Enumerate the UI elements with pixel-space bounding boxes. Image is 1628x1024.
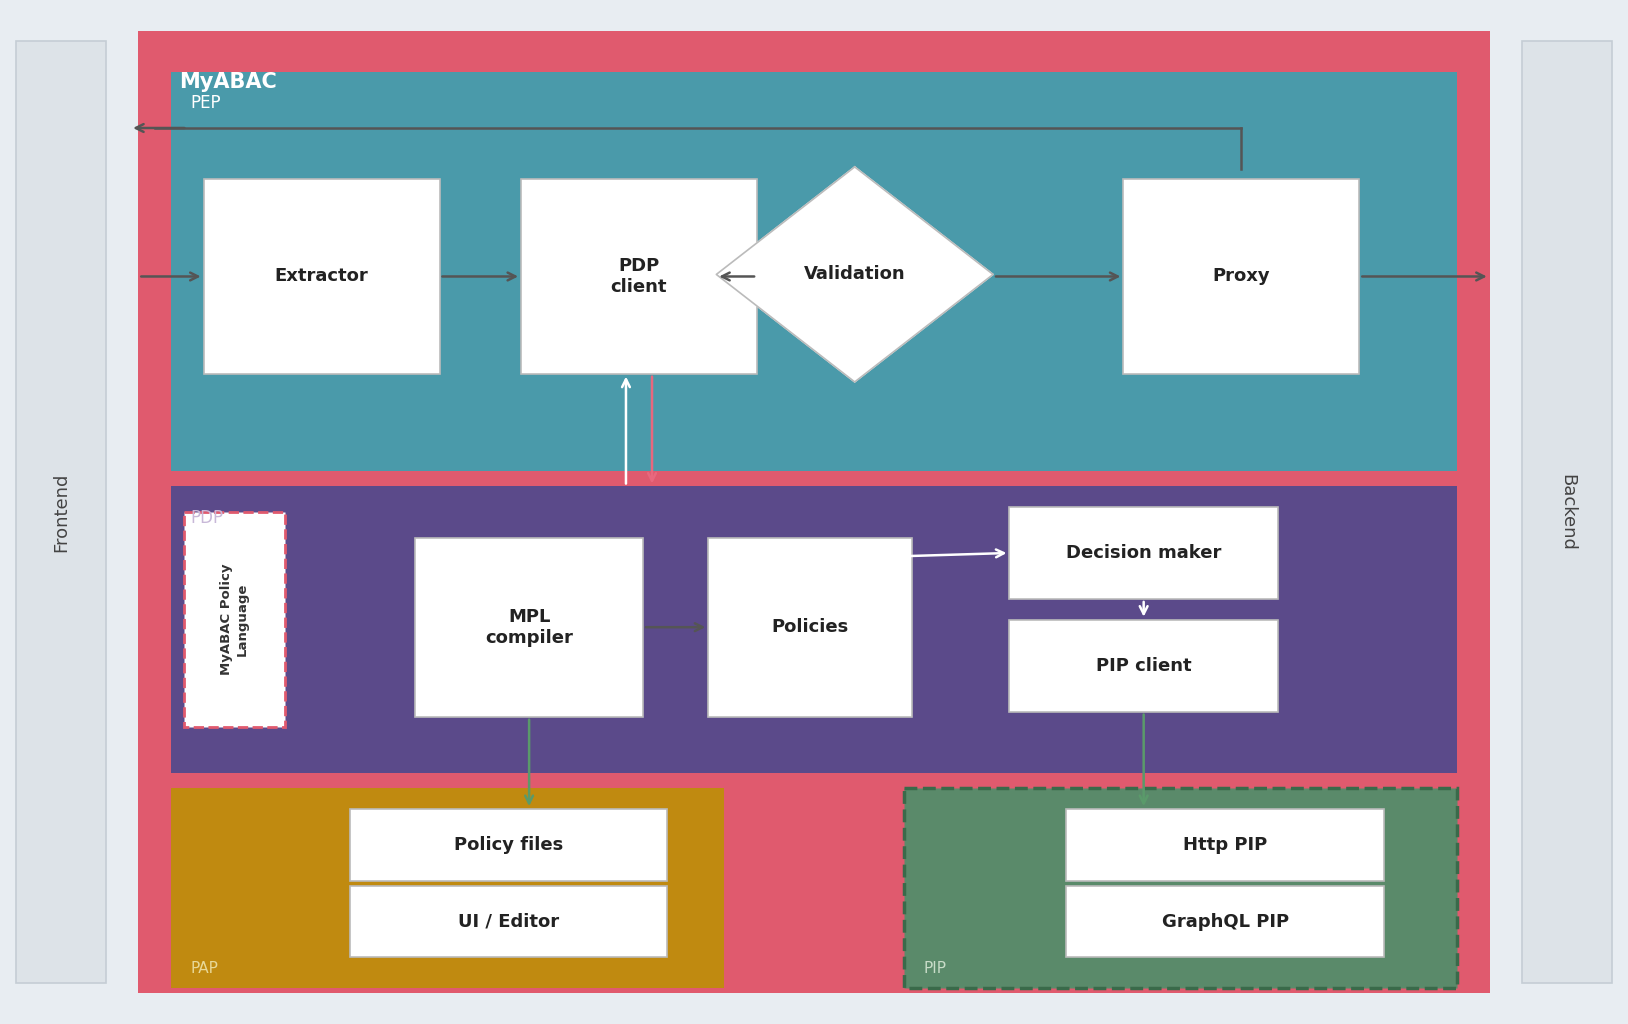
FancyBboxPatch shape: [1066, 886, 1384, 957]
Text: PEP: PEP: [190, 94, 221, 113]
Text: PIP client: PIP client: [1096, 656, 1192, 675]
Text: PAP: PAP: [190, 961, 218, 976]
FancyBboxPatch shape: [904, 788, 1457, 988]
FancyBboxPatch shape: [171, 788, 724, 988]
FancyBboxPatch shape: [350, 809, 667, 881]
FancyBboxPatch shape: [171, 72, 1457, 471]
FancyBboxPatch shape: [204, 179, 440, 374]
Text: Http PIP: Http PIP: [1184, 836, 1267, 854]
FancyBboxPatch shape: [521, 179, 757, 374]
Text: Backend: Backend: [1558, 473, 1576, 551]
FancyBboxPatch shape: [1009, 507, 1278, 599]
Text: MPL
compiler: MPL compiler: [485, 608, 573, 646]
Text: Policies: Policies: [772, 618, 848, 636]
FancyBboxPatch shape: [184, 512, 285, 727]
FancyBboxPatch shape: [171, 486, 1457, 773]
Text: Proxy: Proxy: [1213, 267, 1270, 286]
FancyBboxPatch shape: [415, 538, 643, 717]
Text: Validation: Validation: [804, 265, 905, 284]
FancyBboxPatch shape: [138, 31, 1490, 993]
Text: Extractor: Extractor: [275, 267, 368, 286]
Text: GraphQL PIP: GraphQL PIP: [1161, 912, 1289, 931]
FancyBboxPatch shape: [1123, 179, 1359, 374]
FancyBboxPatch shape: [1522, 41, 1612, 983]
Polygon shape: [716, 167, 993, 382]
Text: Policy files: Policy files: [454, 836, 563, 854]
Text: PDP
client: PDP client: [610, 257, 667, 296]
Text: UI / Editor: UI / Editor: [457, 912, 560, 931]
FancyBboxPatch shape: [1066, 809, 1384, 881]
Text: Frontend: Frontend: [52, 472, 70, 552]
FancyBboxPatch shape: [708, 538, 912, 717]
Text: PDP: PDP: [190, 509, 223, 527]
Text: PIP: PIP: [923, 961, 946, 976]
FancyBboxPatch shape: [350, 886, 667, 957]
FancyBboxPatch shape: [16, 41, 106, 983]
FancyBboxPatch shape: [1009, 620, 1278, 712]
Text: Decision maker: Decision maker: [1066, 544, 1221, 562]
Text: MyABAC: MyABAC: [179, 72, 277, 92]
Text: MyABAC Policy
Language: MyABAC Policy Language: [220, 564, 249, 675]
